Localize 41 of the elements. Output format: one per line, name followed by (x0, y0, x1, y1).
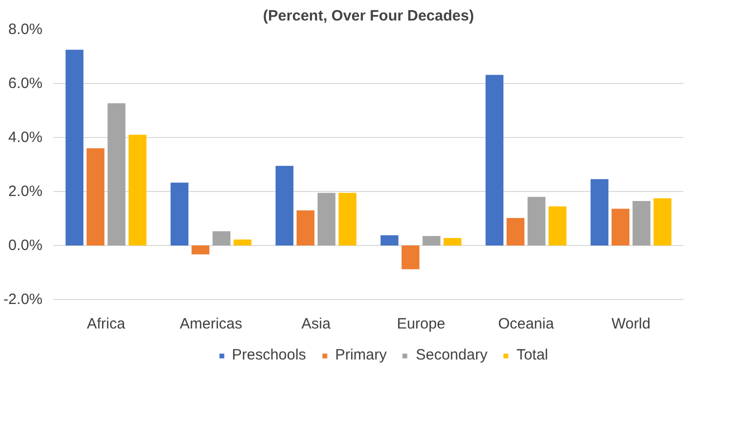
bar (654, 198, 672, 246)
legend-label: Preschools (232, 346, 306, 364)
bar (444, 238, 462, 246)
bar (192, 246, 210, 254)
bar (128, 134, 146, 246)
x-tick-label: Oceania (498, 316, 555, 332)
x-tick-label: Europe (396, 316, 446, 332)
bar (212, 231, 230, 246)
bar (402, 246, 420, 270)
bar (276, 166, 294, 246)
bar (380, 235, 398, 246)
bar (170, 182, 188, 246)
y-tick-label: 6.0% (8, 75, 43, 92)
bar (612, 208, 630, 246)
bar (506, 218, 524, 246)
bar (234, 240, 252, 246)
bar (632, 200, 650, 246)
bar (528, 196, 546, 246)
legend-label: Total (516, 346, 548, 364)
x-tick-label: World (612, 316, 650, 332)
x-tick-label: Americas (180, 316, 242, 332)
x-tick-label: Asia (301, 316, 332, 332)
chart-title: (Percent, Over Four Decades) (263, 8, 474, 24)
bar (338, 192, 356, 246)
bar (318, 192, 336, 246)
y-tick-label: 4.0% (8, 129, 43, 146)
y-tick-label: 2.0% (8, 183, 43, 200)
y-tick-label: 0.0% (8, 237, 43, 254)
y-tick-label: 8.0% (8, 21, 43, 38)
y-tick-label: -2.0% (3, 291, 43, 308)
bar (66, 50, 84, 246)
bar (86, 148, 104, 246)
bar (422, 236, 440, 246)
x-tick-label: Africa (86, 316, 126, 332)
bar (486, 74, 504, 246)
bar (590, 179, 608, 246)
bar (548, 206, 566, 246)
legend-label: Secondary (416, 346, 488, 364)
bar (296, 210, 314, 246)
legend-label: Primary (335, 346, 387, 364)
bar (108, 103, 126, 246)
